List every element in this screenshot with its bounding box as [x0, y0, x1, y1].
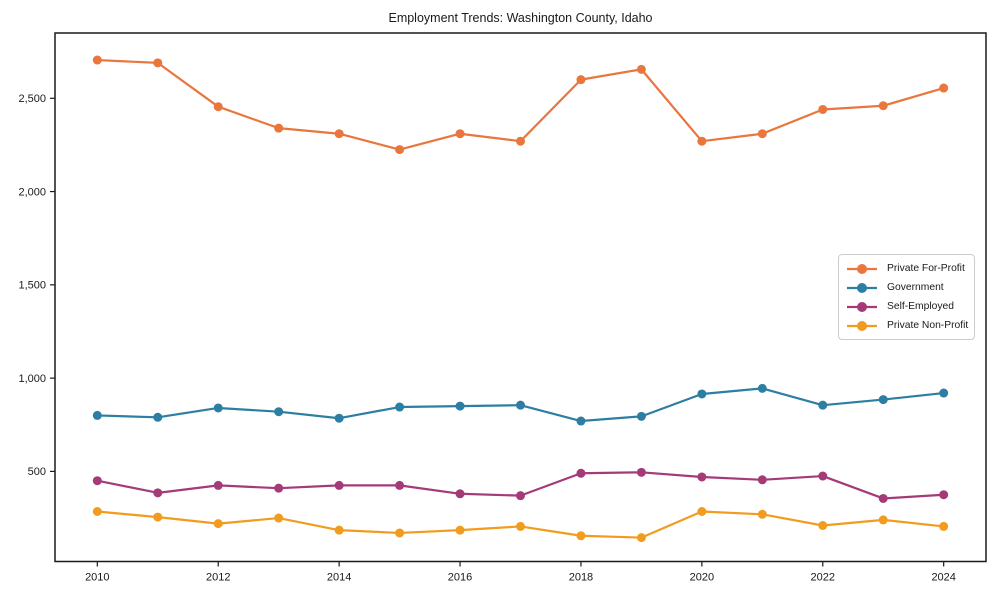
marker-self-employed-2024 [939, 490, 949, 500]
legend-label-private-for-profit: Private For-Profit [887, 263, 965, 274]
legend: Private For-Profit Government Self-Employe… [838, 254, 975, 340]
x-tick-label: 2014 [327, 572, 351, 584]
marker-private-non-profit-2022 [818, 520, 828, 530]
marker-private-non-profit-2018 [576, 531, 586, 541]
marker-self-employed-2017 [516, 491, 525, 501]
legend-label-government: Government [887, 282, 944, 293]
marker-private-non-profit-2013 [274, 513, 284, 523]
x-tick-label: 2020 [690, 572, 714, 584]
marker-government-2014 [334, 413, 344, 423]
legend-line-icon [847, 320, 877, 331]
marker-self-employed-2015 [395, 480, 405, 490]
marker-private-non-profit-2017 [516, 521, 525, 531]
y-tick-label: 2,000 [18, 186, 46, 198]
marker-private-non-profit-2014 [334, 525, 344, 535]
marker-government-2013 [274, 407, 284, 417]
marker-self-employed-2012 [213, 480, 223, 490]
x-tick-label: 2018 [569, 572, 593, 584]
y-tick-label: 1,000 [18, 373, 46, 385]
marker-government-2015 [395, 402, 405, 412]
marker-private-for-profit-2017 [516, 136, 525, 146]
y-tick-label: 500 [28, 466, 46, 478]
marker-self-employed-2013 [274, 483, 284, 493]
marker-private-non-profit-2010 [92, 507, 102, 517]
marker-private-for-profit-2022 [818, 104, 828, 114]
marker-private-non-profit-2015 [395, 528, 405, 538]
marker-government-2018 [576, 416, 586, 426]
legend-line-icon [847, 301, 877, 312]
x-tick-label: 2012 [206, 572, 230, 584]
chart-title: Employment Trends: Washington County, Id… [388, 11, 653, 25]
marker-private-for-profit-2019 [636, 64, 646, 74]
marker-self-employed-2023 [878, 493, 888, 503]
marker-private-non-profit-2016 [455, 525, 465, 535]
marker-private-for-profit-2021 [757, 129, 767, 139]
legend-sample-marker [857, 301, 867, 312]
marker-private-non-profit-2021 [757, 509, 767, 519]
marker-government-2017 [516, 400, 525, 410]
legend-line-icon [847, 263, 877, 274]
legend-item-private-non-profit: Private Non-Profit [844, 316, 974, 335]
marker-government-2023 [878, 395, 888, 405]
marker-government-2010 [92, 410, 102, 420]
marker-private-non-profit-2023 [878, 515, 888, 525]
marker-private-non-profit-2019 [636, 533, 646, 543]
x-tick-label: 2016 [448, 572, 472, 584]
marker-government-2012 [213, 403, 223, 413]
marker-private-for-profit-2020 [697, 136, 707, 146]
marker-private-for-profit-2010 [92, 55, 102, 65]
marker-self-employed-2022 [818, 471, 828, 481]
x-tick-label: 2024 [931, 572, 955, 584]
x-tick-label: 2010 [85, 572, 109, 584]
marker-private-non-profit-2024 [939, 521, 949, 531]
marker-private-for-profit-2023 [878, 101, 888, 111]
marker-private-non-profit-2020 [697, 507, 707, 517]
marker-private-for-profit-2011 [153, 58, 163, 68]
legend-line-icon [847, 282, 877, 293]
marker-self-employed-2011 [153, 488, 163, 498]
legend-sample-marker [857, 282, 867, 293]
marker-government-2022 [818, 400, 828, 410]
marker-self-employed-2016 [455, 489, 465, 499]
marker-private-for-profit-2014 [334, 129, 344, 139]
marker-government-2016 [455, 401, 465, 411]
marker-government-2021 [757, 383, 767, 393]
marker-government-2019 [636, 411, 646, 421]
marker-self-employed-2021 [757, 475, 767, 485]
legend-sample-marker [857, 320, 867, 331]
legend-label-self-employed: Self-Employed [887, 301, 954, 312]
y-tick-label: 1,500 [18, 280, 46, 292]
marker-self-employed-2020 [697, 472, 707, 482]
marker-government-2011 [153, 412, 163, 422]
marker-private-non-profit-2011 [153, 512, 163, 522]
legend-item-self-employed: Self-Employed [844, 297, 974, 316]
marker-private-for-profit-2013 [274, 123, 284, 133]
legend-sample-marker [857, 263, 867, 274]
series-line-private-for-profit [96, 58, 945, 151]
marker-private-for-profit-2024 [939, 83, 949, 93]
marker-private-for-profit-2012 [213, 102, 223, 112]
marker-private-for-profit-2018 [576, 75, 586, 85]
marker-private-non-profit-2012 [213, 519, 223, 529]
marker-government-2024 [939, 388, 949, 398]
axes-box [54, 32, 987, 563]
marker-private-for-profit-2015 [395, 145, 405, 155]
marker-self-employed-2014 [334, 480, 344, 490]
legend-item-private-for-profit: Private For-Profit [844, 259, 974, 278]
legend-item-government: Government [844, 278, 974, 297]
marker-government-2020 [697, 389, 707, 399]
marker-private-for-profit-2016 [455, 129, 465, 139]
marker-self-employed-2019 [636, 467, 646, 477]
marker-self-employed-2010 [92, 476, 102, 486]
x-tick-label: 2022 [811, 572, 835, 584]
legend-label-private-non-profit: Private Non-Profit [887, 320, 969, 331]
y-tick-label: 2,500 [18, 93, 46, 105]
marker-self-employed-2018 [576, 468, 586, 478]
